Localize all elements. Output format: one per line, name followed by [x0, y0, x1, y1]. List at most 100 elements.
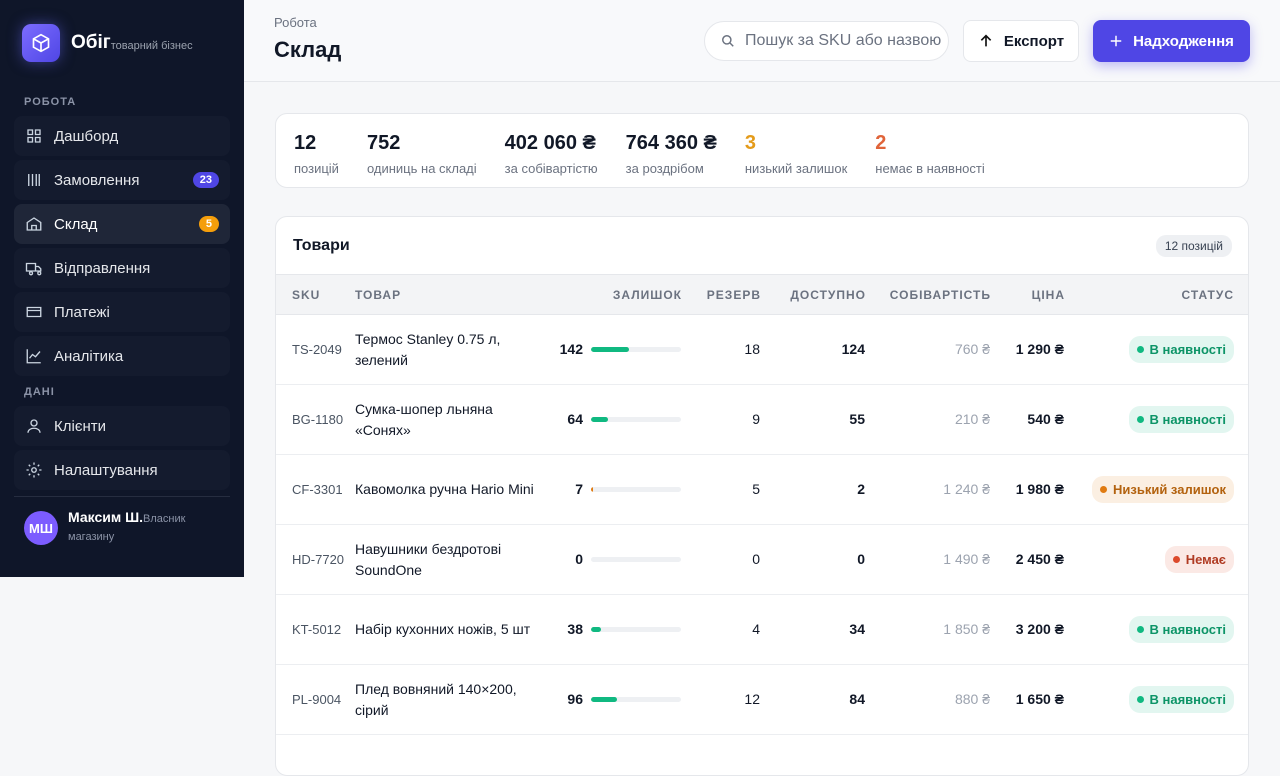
- status-label: В наявності: [1149, 622, 1227, 637]
- stock-cell: 142: [550, 314, 682, 385]
- stock-value: 96: [567, 691, 583, 707]
- stat-label: за собівартістю: [504, 161, 598, 176]
- stock-cell: 38: [550, 594, 682, 665]
- nav-label: Відправлення: [54, 259, 151, 277]
- stock-cell: 64: [550, 384, 682, 455]
- nav-item[interactable]: Аналітика: [14, 336, 230, 376]
- table-body: TS-2049 Термос Stanley 0.75 л, зелений 142…: [276, 314, 1248, 735]
- product-name: Плед вовняний 140×200, сірий: [354, 664, 550, 735]
- nav-icon: [27, 129, 41, 143]
- primary-button[interactable]: Надходження: [1093, 20, 1250, 62]
- stock-bar: [591, 417, 609, 422]
- sku: TS-2049: [276, 314, 354, 385]
- nav-icon: [27, 419, 41, 433]
- search[interactable]: Пошук за SKU або назвою: [704, 21, 949, 61]
- stock-bar: [591, 347, 630, 352]
- status-cell: Низький залишок: [1065, 454, 1248, 525]
- nav-icon: [26, 349, 41, 364]
- stock-value: 0: [575, 551, 583, 567]
- stock: 142: [551, 339, 681, 360]
- table-row[interactable]: PL-9004 Плед вовняний 140×200, сірий 96 12 8…: [276, 664, 1248, 735]
- stock: 0: [551, 549, 681, 570]
- nav-badge: 23: [192, 172, 219, 188]
- available: 124: [761, 314, 866, 385]
- available: 55: [761, 384, 866, 455]
- nav-item[interactable]: Відправлення: [14, 248, 230, 288]
- table-row[interactable]: BG-1180 Сумка-шопер льняна «Сонях» 64 9 55 21…: [276, 384, 1248, 455]
- stock-cell: 96: [550, 664, 682, 735]
- status-dot: [1172, 556, 1180, 563]
- column-header: ТОВАР: [354, 274, 550, 315]
- stock-track: [591, 487, 681, 492]
- stat: 752 одиниць на складі: [367, 132, 477, 187]
- stock-bar: [591, 697, 617, 702]
- nav-item[interactable]: Клієнти: [14, 406, 230, 446]
- reserve: 0: [682, 524, 761, 595]
- primary-label: Надходження: [1133, 32, 1234, 50]
- available: 0: [761, 524, 866, 595]
- nav-item[interactable]: Дашборд: [14, 116, 230, 156]
- nav-item[interactable]: Налаштування: [14, 450, 230, 490]
- status-dot: [1136, 346, 1144, 353]
- reserve: 9: [682, 384, 761, 455]
- table-row[interactable]: HD-7720 Навушники бездротові SoundOne 0 0 0 1…: [276, 524, 1248, 595]
- status-dot: [1136, 626, 1144, 633]
- stat-label: низький залишок: [744, 161, 848, 176]
- stock-track: [591, 627, 681, 632]
- status-pill: В наявності: [1128, 336, 1234, 363]
- sku: BG-1180: [276, 384, 354, 455]
- stat-value: 402 060 ₴: [504, 132, 596, 154]
- stat: 12 позицій: [294, 132, 339, 187]
- user[interactable]: МШ Максим Ш.Власник магазину: [14, 496, 230, 545]
- nav-item[interactable]: Замовлення 23: [14, 160, 230, 200]
- stat-label: немає в наявності: [875, 161, 985, 176]
- column-header: SKU: [276, 274, 354, 315]
- status-dot: [1136, 696, 1144, 703]
- stock-value: 64: [567, 411, 583, 427]
- export-button[interactable]: Експорт: [963, 20, 1079, 62]
- stat: 402 060 ₴ за собівартістю: [505, 132, 598, 187]
- price: 2 450 ₴: [991, 524, 1065, 595]
- status-dot: [1100, 486, 1107, 493]
- nav-label: Налаштування: [54, 461, 158, 479]
- nav-label: Аналітика: [54, 347, 124, 365]
- nav-icon: [25, 262, 42, 276]
- stat-value: 12: [294, 132, 317, 154]
- price: 1 980 ₴: [991, 454, 1065, 525]
- table-row[interactable]: TS-2049 Термос Stanley 0.75 л, зелений 142…: [276, 314, 1248, 385]
- stock: 96: [551, 689, 681, 710]
- status-pill: В наявності: [1128, 406, 1234, 433]
- products-table: SKU ТОВАР ЗАЛИШОК РЕЗЕРВ ДОСТУПНО СОБІВАРТІСТ…: [276, 274, 1248, 735]
- status-label: Низький залишок: [1113, 482, 1226, 497]
- table-row[interactable]: KT-5012 Набір кухонних ножів, 5 шт 38 4 34 1 …: [276, 594, 1248, 665]
- stat: 3 низький залишок: [745, 132, 847, 187]
- status-pill: Немає: [1164, 546, 1234, 573]
- product-name: Навушники бездротові SoundOne: [354, 524, 550, 595]
- cost: 1 240 ₴: [866, 454, 991, 525]
- stat: 764 360 ₴ за роздрібом: [626, 132, 717, 187]
- status-cell: В наявності: [1065, 314, 1248, 385]
- breadcrumb[interactable]: Робота: [274, 15, 317, 30]
- cost: 210 ₴: [866, 384, 991, 455]
- reserve: 4: [682, 594, 761, 665]
- nav-label: Склад: [54, 215, 98, 233]
- nav-item[interactable]: Склад 5: [14, 204, 230, 244]
- cost: 1 490 ₴: [866, 524, 991, 595]
- status-pill: В наявності: [1128, 686, 1234, 713]
- nav-label: Дашборд: [54, 127, 119, 145]
- available: 84: [761, 664, 866, 735]
- stat-value: 3: [744, 132, 756, 154]
- brand-name: Обіг: [71, 32, 111, 53]
- status-pill: В наявності: [1128, 616, 1234, 643]
- nav-icon: [26, 217, 42, 231]
- nav-label: Замовлення: [54, 171, 140, 189]
- header: Робота Склад Пошук за SKU або назвою Екс…: [244, 0, 1280, 82]
- table-row[interactable]: CF-3301 Кавомолка ручна Hario Mini 7 5 2 1 24…: [276, 454, 1248, 525]
- products-card: Товари 12 позицій SKU ТОВАР ЗАЛИШОК РЕЗЕРВ Д…: [275, 216, 1249, 776]
- nav-label: Клієнти: [54, 417, 107, 435]
- status-label: В наявності: [1149, 412, 1227, 427]
- status-pill: Низький залишок: [1092, 476, 1234, 503]
- nav-item[interactable]: Платежі: [14, 292, 230, 332]
- stat-value: 2: [875, 132, 887, 154]
